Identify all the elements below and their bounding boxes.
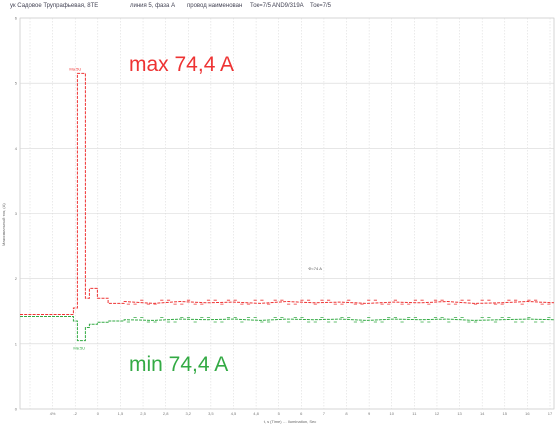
x-tick-label: 11 [412,411,417,416]
x-tick-label: 12 [435,411,440,416]
x-tick-label: 3,2 [185,411,191,416]
x-tick-label: 4,8 [253,411,259,416]
x-axis-label: t, s (Time) … Ilumination, Sec [263,419,317,424]
x-tick-label: 3,5 [208,411,214,416]
chart-header: ук Садовое Трупрафьевая, 8ТЕ линия 5, фа… [10,3,550,15]
header-item-1: линия 5, фаза А [130,3,176,9]
y-tick-label: 4 [15,146,18,151]
grid [19,17,555,410]
x-tick-label: 4,5 [231,411,237,416]
series-detail-0 [126,299,551,305]
x-tick-label: 0 [97,411,100,416]
header-item-4: AND9/319A [272,3,304,9]
header-item-2: провод наименован [187,3,243,9]
series-line-1 [20,316,555,342]
header-item-3: Ток=7/5 [250,3,272,9]
x-tick-label: 1,5 [118,411,124,416]
min-annotation: min 74,4 A [129,353,229,376]
x-tick-label: -2 [73,411,77,416]
y-tick-label: 3 [15,211,18,216]
series [20,72,555,342]
x-tick-label: 9 [368,411,371,416]
x-tick-label: 5 [278,411,281,416]
y-tick-label: 5 [15,81,18,86]
x-tick-label: 2,8 [163,411,169,416]
peak-marker-min: Мв:5U [73,346,85,351]
max-annotation: max 74,4 A [129,53,235,76]
x-tick-label: 2,5 [140,411,146,416]
x-tick-label: 17 [548,411,553,416]
small-annotations: Ма:5U Мв:5U Ф=74 A [69,66,322,350]
series-line-0 [20,72,555,315]
header-item-0: ук Садовое Трупрафьевая, 8ТЕ [10,3,99,9]
y-tick-label: 0 [15,407,18,412]
series-detail-1 [126,317,551,323]
x-tick-label: 13 [457,411,462,416]
y-tick-label: 1 [15,341,18,346]
x-tick-label: 15 [503,411,508,416]
header-item-5: Ток=7/5 [310,3,332,9]
x-tick-label: 7 [323,411,326,416]
y-tick-label: 2 [15,276,18,281]
x-tick-label: 4% [50,411,56,416]
y-tick-label: 6 [15,16,18,21]
center-value-label: Ф=74 A [308,266,322,271]
x-tick-label: 10 [390,411,395,416]
peak-marker-max: Ма:5U [69,66,81,71]
x-tick-label: 8 [345,411,348,416]
x-tick-label: 16 [525,411,530,416]
x-tick-label: 14 [480,411,485,416]
x-tick-label: 6 [300,411,303,416]
